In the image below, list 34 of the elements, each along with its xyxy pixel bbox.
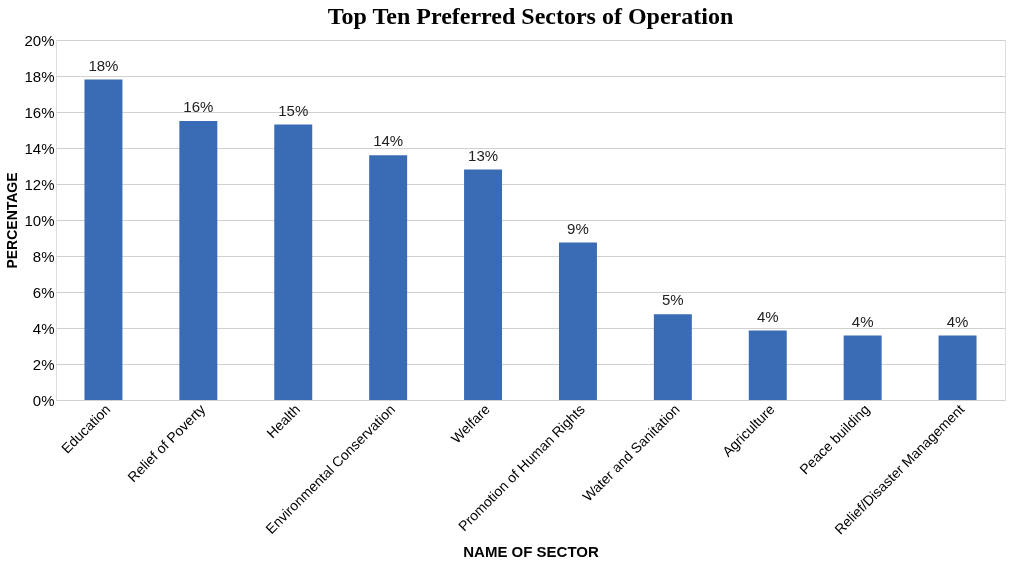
data-label: 4% (946, 312, 969, 330)
bar (369, 155, 408, 400)
data-label: 13% (468, 146, 499, 164)
data-label: 16% (183, 98, 214, 115)
data-label: 15% (278, 101, 309, 119)
bar (179, 121, 218, 400)
bar (84, 79, 123, 400)
bar (938, 335, 977, 400)
y-tick-label: 0% (32, 391, 55, 409)
data-label: 14% (373, 132, 404, 150)
y-tick-label: 10% (24, 211, 55, 229)
y-tick-label: 16% (24, 103, 55, 121)
y-tick-label: 20% (24, 31, 55, 49)
chart-title: Top Ten Preferred Sectors of Operation (327, 3, 734, 29)
bar (653, 314, 692, 400)
data-label: 18% (88, 56, 119, 74)
data-label: 4% (756, 307, 779, 325)
y-tick-label: 6% (32, 283, 55, 301)
y-axis-title: PERCENTAGE (4, 172, 21, 269)
bar (274, 124, 313, 400)
data-label: 9% (567, 219, 589, 237)
y-tick-label: 2% (32, 355, 55, 373)
bar (748, 330, 787, 400)
bar (464, 169, 503, 400)
x-axis-title: NAME OF SECTOR (463, 543, 599, 561)
y-tick-label: 4% (32, 319, 55, 337)
y-tick-label: 12% (24, 175, 55, 193)
bar (558, 242, 597, 400)
bar (843, 335, 882, 400)
y-tick-label: 18% (24, 67, 55, 85)
data-label: 4% (851, 312, 874, 330)
data-label: 5% (662, 291, 684, 309)
y-tick-label: 14% (24, 139, 55, 157)
y-tick-label: 8% (32, 247, 55, 265)
